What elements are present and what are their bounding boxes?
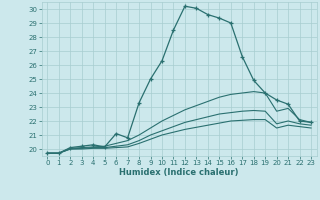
- X-axis label: Humidex (Indice chaleur): Humidex (Indice chaleur): [119, 168, 239, 177]
